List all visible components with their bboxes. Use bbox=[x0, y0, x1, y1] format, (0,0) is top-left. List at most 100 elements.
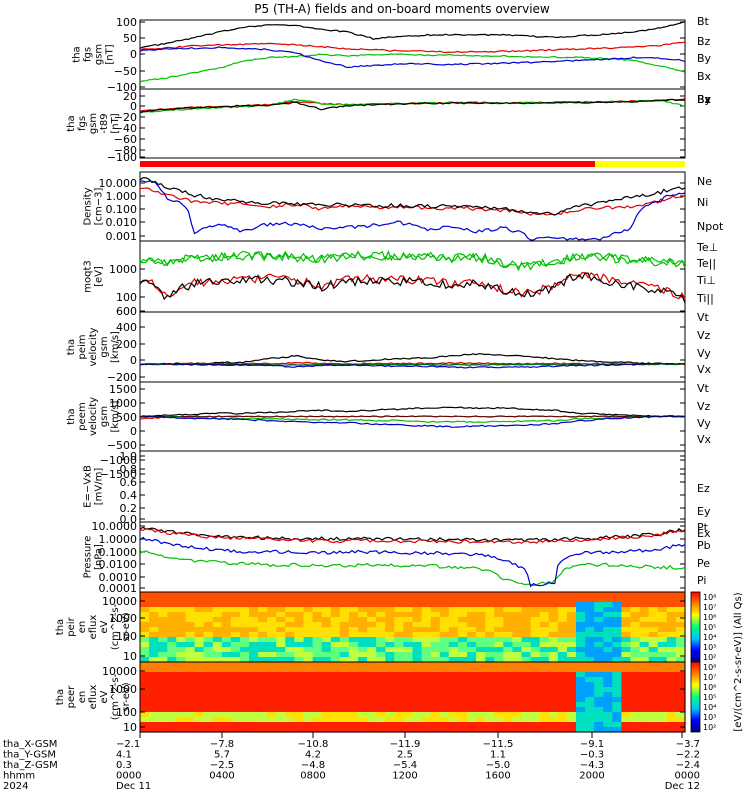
panel-ylabel: peir bbox=[66, 616, 77, 636]
heat-cell bbox=[203, 662, 214, 668]
heat-cell bbox=[303, 727, 314, 733]
heat-cell bbox=[321, 687, 332, 693]
heat-cell bbox=[158, 702, 168, 708]
panel-2: tha fgs gsm -t89 [nT]200−20−40−60−80−100BzBy… bbox=[66, 88, 712, 164]
heat-cell bbox=[585, 592, 595, 598]
heat-cell bbox=[212, 662, 223, 668]
heat-cell bbox=[376, 652, 386, 658]
heat-cell bbox=[167, 607, 177, 613]
heat-cell bbox=[239, 607, 250, 613]
legend-Bz: Bz bbox=[697, 93, 711, 106]
heat-cell bbox=[421, 667, 432, 673]
heat-cell bbox=[385, 687, 395, 693]
panel-5: tha peim velocity gsm [km/s]6004002000−200Vt… bbox=[66, 305, 712, 384]
heat-cell bbox=[194, 597, 205, 603]
heat-cell bbox=[285, 647, 295, 653]
heat-cell bbox=[348, 682, 359, 688]
heat-cell bbox=[285, 627, 295, 633]
y-tick-label: 1000 bbox=[109, 683, 137, 696]
heat-cell bbox=[457, 717, 468, 723]
heat-cell bbox=[239, 712, 250, 718]
heat-cell bbox=[576, 712, 586, 718]
y-tick-label: 0 bbox=[130, 425, 137, 438]
orbit-value: 0000 bbox=[116, 771, 141, 782]
heat-cell bbox=[303, 622, 314, 628]
heat-cell bbox=[648, 622, 659, 628]
heat-cell bbox=[503, 707, 513, 713]
heat-cell bbox=[557, 692, 568, 698]
heat-cell bbox=[149, 642, 159, 648]
heat-cell bbox=[212, 612, 223, 618]
heat-cell bbox=[639, 667, 650, 673]
heat-cell bbox=[185, 607, 196, 613]
heat-cell bbox=[403, 707, 414, 713]
heat-cell bbox=[439, 727, 450, 733]
heat-cell bbox=[467, 607, 477, 613]
heat-cell bbox=[185, 627, 196, 633]
orbit-value: 2.5 bbox=[397, 750, 413, 761]
heat-cell bbox=[403, 697, 414, 703]
heat-cell bbox=[666, 722, 677, 728]
heat-cell bbox=[385, 632, 395, 638]
orbit-axis: tha_X-GSMtha_Y-GSMtha_Z-GSMhhmm2024−2.14… bbox=[3, 732, 700, 792]
heat-cell bbox=[321, 702, 332, 708]
heat-cell bbox=[230, 692, 241, 698]
heat-cell bbox=[594, 682, 604, 688]
heat-cell bbox=[194, 672, 205, 678]
heat-cell bbox=[621, 692, 632, 698]
heat-cell bbox=[339, 707, 350, 713]
heat-cell bbox=[430, 642, 441, 648]
heat-cell bbox=[194, 647, 205, 653]
heat-cell bbox=[594, 722, 604, 728]
heat-cell bbox=[403, 717, 414, 723]
heat-cell bbox=[203, 617, 214, 623]
heat-cell bbox=[594, 592, 604, 598]
heat-cell bbox=[585, 712, 595, 718]
heat-cell bbox=[149, 597, 159, 603]
heat-cell bbox=[149, 667, 159, 673]
heat-cell bbox=[657, 682, 668, 688]
heat-cell bbox=[348, 717, 359, 723]
heat-cell bbox=[448, 612, 459, 618]
heat-cell bbox=[657, 607, 668, 613]
heat-cell bbox=[612, 667, 622, 673]
heat-cell bbox=[358, 677, 368, 683]
heat-cell bbox=[276, 592, 286, 598]
heat-cell bbox=[285, 667, 295, 673]
orbit-value: Dec 12 bbox=[665, 781, 700, 792]
heat-cell bbox=[167, 707, 177, 713]
heat-cell bbox=[530, 722, 541, 728]
heat-cell bbox=[149, 687, 159, 693]
heat-cell bbox=[212, 727, 223, 733]
heat-cell bbox=[612, 592, 622, 598]
heat-cell bbox=[258, 717, 268, 723]
heat-cell bbox=[285, 712, 295, 718]
heat-cell bbox=[557, 717, 568, 723]
heat-cell bbox=[303, 627, 314, 633]
heat-cell bbox=[358, 657, 368, 663]
heat-cell bbox=[666, 652, 677, 658]
heat-cell bbox=[648, 717, 659, 723]
heat-cell bbox=[503, 647, 513, 653]
heat-cell bbox=[330, 597, 341, 603]
heat-cell bbox=[657, 652, 668, 658]
heat-cell bbox=[348, 692, 359, 698]
heat-cell bbox=[221, 667, 232, 673]
heat-cell bbox=[467, 612, 477, 618]
heat-cell bbox=[185, 662, 196, 668]
heat-cell bbox=[258, 712, 268, 718]
heat-cell bbox=[585, 722, 595, 728]
heat-cell bbox=[376, 667, 386, 673]
heat-cell bbox=[149, 702, 159, 708]
heat-cell bbox=[167, 592, 177, 598]
heat-cell bbox=[421, 677, 432, 683]
heat-cell bbox=[158, 707, 168, 713]
heat-cell bbox=[675, 687, 686, 693]
panel-6: tha peem velocity gsm [km/s]150010005000−500… bbox=[66, 381, 712, 481]
legend-Bt: Bt bbox=[697, 15, 710, 28]
legend-Vx: Vx bbox=[697, 363, 712, 376]
y-tick-label: 10000 bbox=[102, 665, 137, 678]
heat-cell bbox=[530, 727, 541, 733]
heat-cell bbox=[385, 717, 395, 723]
legend-Ez: Ez bbox=[697, 482, 710, 495]
